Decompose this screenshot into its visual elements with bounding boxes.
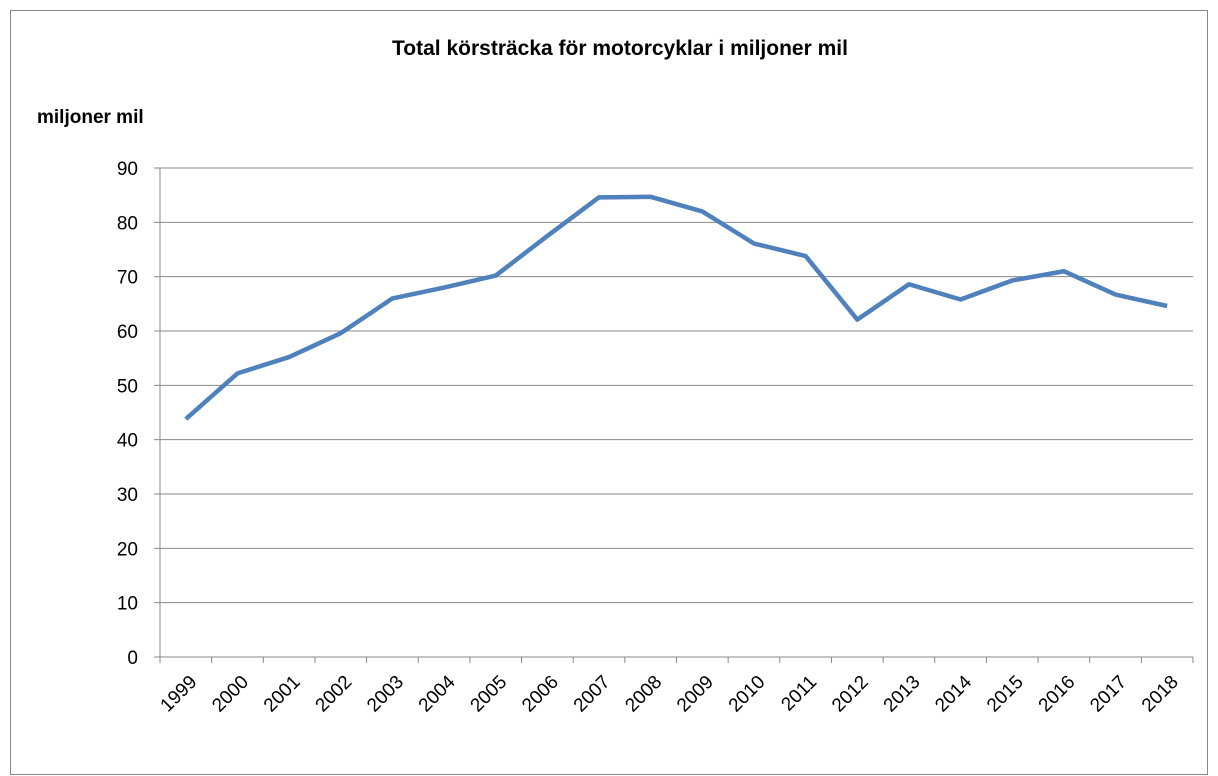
y-tick-label: 10 bbox=[117, 594, 138, 615]
y-tick-label: 70 bbox=[117, 268, 138, 289]
y-tick-label: 40 bbox=[117, 431, 138, 452]
y-axis-label: miljoner mil bbox=[37, 107, 144, 128]
y-tick-label: 20 bbox=[117, 539, 138, 560]
y-tick-label: 30 bbox=[117, 485, 138, 506]
y-tick-label: 60 bbox=[117, 322, 138, 343]
y-tick-label: 0 bbox=[127, 648, 138, 669]
y-tick-label: 80 bbox=[117, 213, 138, 234]
chart-border bbox=[10, 10, 1208, 775]
y-tick-label: 50 bbox=[117, 376, 138, 397]
chart-title: Total körsträcka för motorcyklar i miljo… bbox=[392, 37, 848, 60]
line-series bbox=[184, 194, 1168, 421]
y-tick-label: 90 bbox=[117, 159, 138, 180]
